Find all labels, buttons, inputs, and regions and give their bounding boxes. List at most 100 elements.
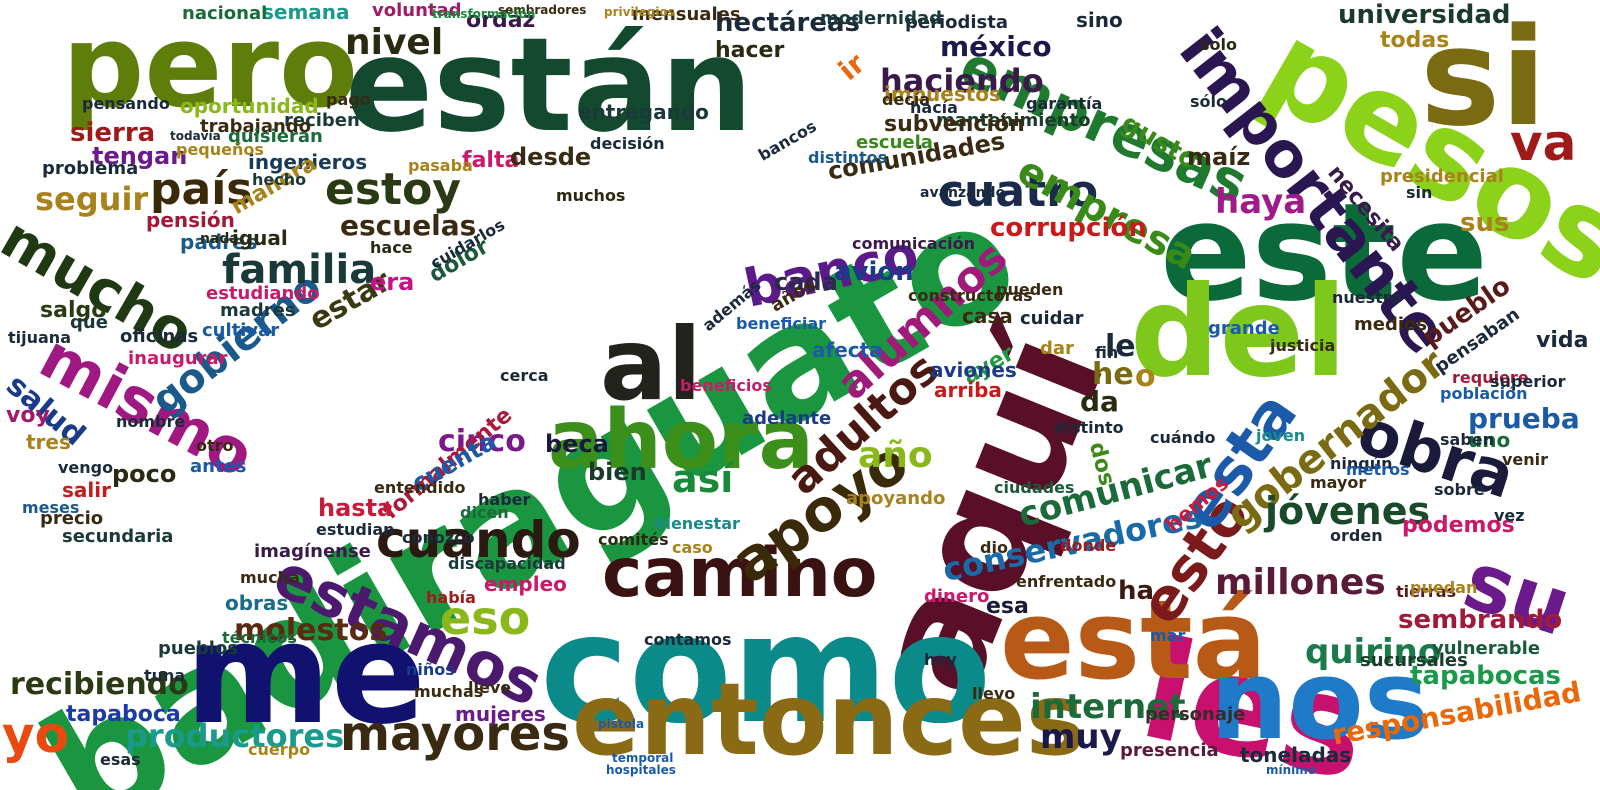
word: nada — [200, 231, 239, 247]
word: superior — [1490, 372, 1566, 391]
word: sobre — [1434, 480, 1485, 499]
word: vulnerable — [1432, 638, 1541, 659]
word: dio — [980, 538, 1008, 557]
word: o — [1135, 359, 1156, 394]
word: cultivar — [202, 320, 280, 341]
word: tapaboca — [66, 702, 181, 727]
word: dicen — [460, 503, 509, 522]
word: corrupción — [990, 213, 1147, 243]
word: pueden — [996, 280, 1064, 299]
word: me — [185, 593, 426, 756]
word: sucursales — [1360, 650, 1468, 671]
word: qué — [70, 312, 108, 333]
word: maíz — [1187, 143, 1251, 171]
word: adelante — [742, 408, 832, 429]
word: empleo — [484, 572, 567, 596]
word: cuando — [376, 511, 581, 569]
word: esa — [986, 594, 1029, 619]
word: madres — [220, 300, 296, 321]
word: están — [345, 9, 753, 161]
word: hasta — [318, 494, 394, 522]
word: beneficios — [680, 376, 772, 395]
word: saben — [1440, 430, 1495, 449]
word: cerca — [500, 366, 549, 385]
word: donde — [1060, 536, 1117, 555]
word: conozco — [402, 528, 475, 547]
word: ha — [1118, 576, 1155, 606]
word: puedan — [1410, 578, 1478, 597]
word: periodista — [905, 12, 1009, 33]
word: beca — [545, 430, 609, 458]
word: avanzando — [920, 185, 1006, 201]
word: sino — [1076, 8, 1123, 32]
word: méxico — [940, 30, 1052, 63]
word: transformación — [432, 7, 536, 21]
word: reciben — [284, 110, 360, 131]
word: inaugurar — [128, 348, 228, 369]
word: jóvenes — [1265, 489, 1431, 533]
word: año — [858, 435, 933, 476]
word: familia — [222, 247, 377, 293]
word: sólo — [1190, 92, 1227, 111]
word: universidad — [1338, 0, 1511, 30]
word: eso — [440, 591, 531, 645]
word: grande — [1208, 318, 1280, 339]
word: presencia — [1120, 740, 1219, 761]
word: pensando — [82, 94, 170, 113]
word: constructoras — [908, 286, 1033, 305]
word: lleve — [468, 678, 512, 697]
word: recibiendo — [10, 667, 189, 702]
word: nos — [1210, 636, 1430, 764]
word: medios — [1354, 314, 1428, 335]
word: falta — [462, 148, 520, 173]
word: ahora — [548, 393, 814, 488]
word: metros — [1346, 460, 1410, 479]
word: meses — [22, 498, 80, 517]
word: quirino — [1305, 632, 1442, 672]
word: pensión — [146, 208, 235, 232]
word: decisión — [590, 134, 665, 153]
word: haciendo — [880, 62, 1044, 100]
word: he — [1092, 357, 1134, 392]
word: escuela — [856, 132, 933, 153]
word: caso — [672, 538, 713, 557]
word: población — [1440, 384, 1528, 403]
word: privilegios — [604, 5, 675, 19]
word: este — [1160, 174, 1489, 331]
word: garantía — [1026, 94, 1103, 113]
word: pero — [62, 0, 359, 134]
word: sierra — [70, 118, 156, 148]
word: nombre — [116, 412, 186, 431]
word: está — [1000, 576, 1267, 704]
word: si — [1420, 0, 1547, 156]
word: dinero — [924, 586, 990, 607]
word: entregando — [578, 100, 709, 124]
word: bienestar — [654, 514, 740, 533]
word: muy — [1040, 717, 1122, 757]
word: tres — [26, 430, 71, 454]
word: dar — [1040, 338, 1074, 359]
word: uno — [1468, 428, 1511, 452]
word: contamos — [644, 630, 732, 649]
word: del — [1130, 260, 1348, 405]
word: le — [1105, 329, 1136, 364]
word: oficinas — [120, 326, 199, 347]
word: cada — [774, 268, 838, 296]
word: fin — [1095, 343, 1119, 362]
word: pasaba — [408, 156, 473, 175]
word: hecho — [252, 170, 307, 189]
word: beneficiar — [736, 314, 827, 333]
word: mujeres — [455, 702, 546, 726]
word: sus — [1460, 208, 1510, 238]
word: estudian — [316, 520, 395, 539]
word: toneladas — [1240, 743, 1352, 767]
word: antes — [190, 456, 247, 477]
word: mantenimiento — [936, 110, 1091, 131]
word: mayor — [1310, 473, 1367, 492]
word: nivel — [345, 22, 444, 63]
word: otro — [196, 436, 234, 455]
word: tijuana — [8, 328, 71, 347]
word: modernidad — [820, 8, 942, 29]
word: camino — [602, 534, 878, 613]
